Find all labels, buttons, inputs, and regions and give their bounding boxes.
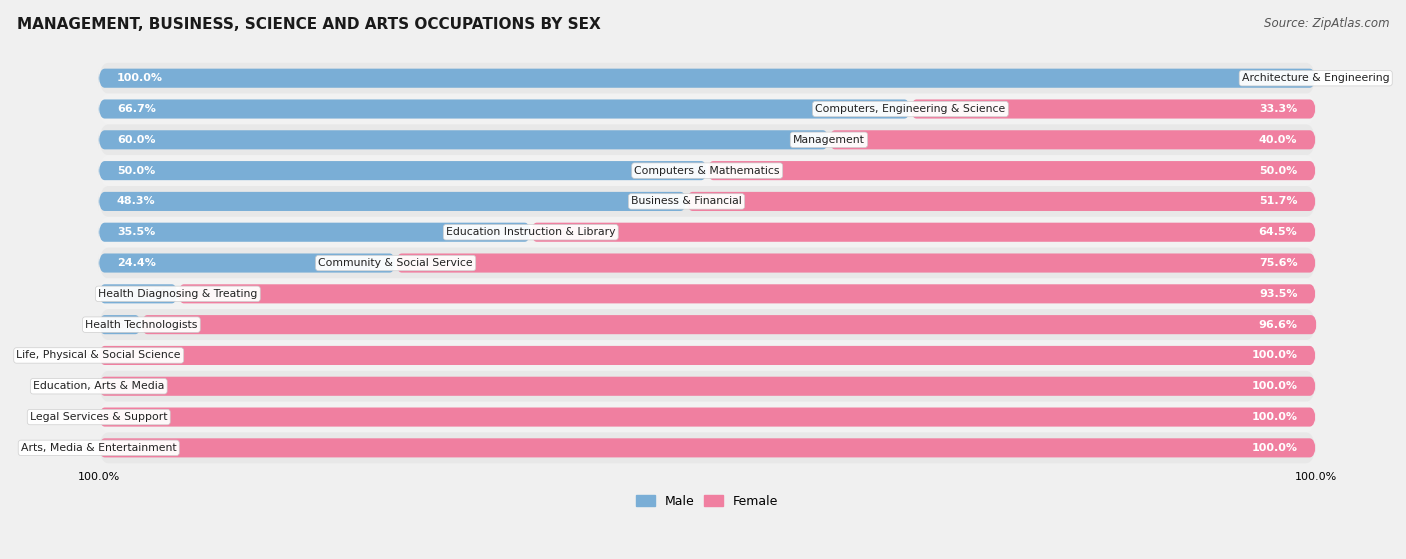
Text: 33.3%: 33.3% [1260,104,1298,114]
Text: Computers & Mathematics: Computers & Mathematics [634,165,780,176]
FancyBboxPatch shape [98,63,1316,93]
FancyBboxPatch shape [98,438,1316,457]
FancyBboxPatch shape [98,278,1316,309]
Text: Health Technologists: Health Technologists [86,320,197,330]
Text: 35.5%: 35.5% [117,227,155,237]
Text: 0.0%: 0.0% [65,443,93,453]
FancyBboxPatch shape [98,161,707,180]
FancyBboxPatch shape [98,371,1316,402]
Text: 75.6%: 75.6% [1258,258,1298,268]
Text: 100.0%: 100.0% [1251,350,1298,361]
Text: 0.0%: 0.0% [65,412,93,422]
Text: Business & Financial: Business & Financial [631,196,742,206]
Text: 93.5%: 93.5% [1258,289,1298,299]
Text: 6.5%: 6.5% [143,289,172,299]
Text: 66.7%: 66.7% [117,104,156,114]
Text: Computers, Engineering & Science: Computers, Engineering & Science [815,104,1005,114]
Text: 0.0%: 0.0% [65,350,93,361]
Text: 0.0%: 0.0% [1322,73,1350,83]
FancyBboxPatch shape [98,433,1316,463]
Text: 48.3%: 48.3% [117,196,156,206]
Text: 100.0%: 100.0% [1251,412,1298,422]
Text: 60.0%: 60.0% [117,135,156,145]
Legend: Male, Female: Male, Female [631,490,783,513]
Text: Management: Management [793,135,865,145]
Text: 0.0%: 0.0% [65,381,93,391]
Text: 50.0%: 50.0% [117,165,155,176]
Text: Architecture & Engineering: Architecture & Engineering [1241,73,1389,83]
FancyBboxPatch shape [911,100,1316,119]
Text: Education, Arts & Media: Education, Arts & Media [34,381,165,391]
Text: 51.7%: 51.7% [1258,196,1298,206]
FancyBboxPatch shape [98,253,395,273]
FancyBboxPatch shape [98,69,1316,88]
FancyBboxPatch shape [177,285,1316,304]
FancyBboxPatch shape [98,217,1316,248]
FancyBboxPatch shape [830,130,1316,149]
FancyBboxPatch shape [98,130,830,149]
Text: 64.5%: 64.5% [1258,227,1298,237]
FancyBboxPatch shape [98,222,530,242]
FancyBboxPatch shape [98,408,1316,427]
FancyBboxPatch shape [98,93,1316,125]
FancyBboxPatch shape [707,161,1316,180]
FancyBboxPatch shape [530,222,1316,242]
FancyBboxPatch shape [98,248,1316,278]
FancyBboxPatch shape [686,192,1316,211]
FancyBboxPatch shape [98,315,142,334]
Text: 24.4%: 24.4% [117,258,156,268]
Text: Community & Social Service: Community & Social Service [318,258,472,268]
Text: Life, Physical & Social Science: Life, Physical & Social Science [17,350,181,361]
FancyBboxPatch shape [98,285,177,304]
FancyBboxPatch shape [395,253,1316,273]
Text: 100.0%: 100.0% [1251,443,1298,453]
Text: 96.6%: 96.6% [1258,320,1298,330]
FancyBboxPatch shape [98,309,1316,340]
FancyBboxPatch shape [98,340,1316,371]
FancyBboxPatch shape [98,192,686,211]
FancyBboxPatch shape [98,186,1316,217]
FancyBboxPatch shape [98,100,911,119]
Text: Legal Services & Support: Legal Services & Support [30,412,167,422]
FancyBboxPatch shape [98,377,1316,396]
Text: Arts, Media & Entertainment: Arts, Media & Entertainment [21,443,177,453]
Text: 100.0%: 100.0% [117,73,163,83]
Text: 50.0%: 50.0% [1260,165,1298,176]
Text: MANAGEMENT, BUSINESS, SCIENCE AND ARTS OCCUPATIONS BY SEX: MANAGEMENT, BUSINESS, SCIENCE AND ARTS O… [17,17,600,32]
Text: Health Diagnosing & Treating: Health Diagnosing & Treating [98,289,257,299]
FancyBboxPatch shape [142,315,1317,334]
FancyBboxPatch shape [98,402,1316,433]
Text: Education Instruction & Library: Education Instruction & Library [446,227,616,237]
FancyBboxPatch shape [98,125,1316,155]
Text: 40.0%: 40.0% [1258,135,1298,145]
FancyBboxPatch shape [98,346,1316,365]
Text: 3.5%: 3.5% [107,320,135,330]
Text: Source: ZipAtlas.com: Source: ZipAtlas.com [1264,17,1389,30]
FancyBboxPatch shape [98,155,1316,186]
Text: 100.0%: 100.0% [1251,381,1298,391]
